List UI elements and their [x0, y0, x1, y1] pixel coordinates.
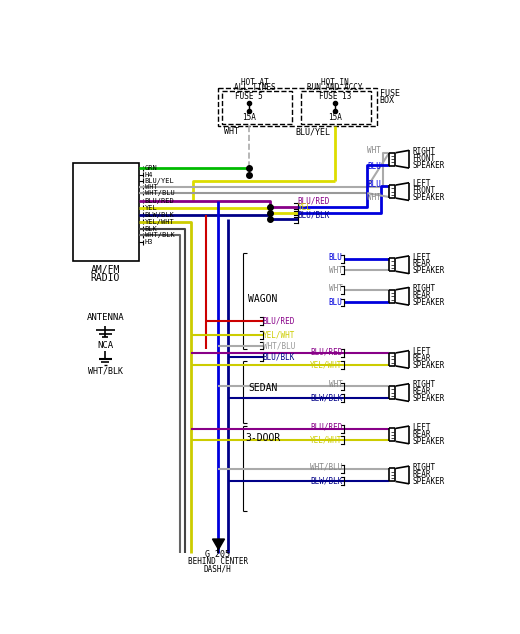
Text: YEL/WHT: YEL/WHT: [145, 219, 175, 224]
Text: LEFT: LEFT: [412, 179, 431, 188]
Text: REAR: REAR: [412, 470, 431, 479]
Text: AM/FM: AM/FM: [90, 265, 120, 275]
Text: RIGHT: RIGHT: [412, 463, 435, 472]
Text: REAR: REAR: [412, 354, 431, 363]
Text: HOT AT: HOT AT: [241, 78, 269, 87]
Text: LEFT: LEFT: [412, 347, 431, 356]
Text: FRONT: FRONT: [412, 186, 435, 195]
Text: RADIO: RADIO: [90, 273, 120, 283]
Text: YEL: YEL: [297, 204, 311, 212]
Text: BLU/BLK: BLU/BLK: [297, 210, 330, 219]
Text: BLU: BLU: [367, 180, 381, 189]
Text: 15A: 15A: [329, 113, 342, 122]
Text: WHT: WHT: [329, 380, 343, 389]
Text: SPEAKER: SPEAKER: [412, 437, 445, 446]
Text: BLW/BLK: BLW/BLK: [145, 212, 175, 217]
Text: SPEAKER: SPEAKER: [412, 361, 445, 370]
Text: HOT IN: HOT IN: [321, 78, 348, 87]
Text: BLU/RED: BLU/RED: [263, 316, 295, 325]
Text: NCA: NCA: [97, 341, 113, 350]
Text: REAR: REAR: [412, 259, 431, 268]
Text: SPEAKER: SPEAKER: [412, 266, 445, 275]
Text: WHT/BLU: WHT/BLU: [263, 341, 295, 350]
Text: SPEAKER: SPEAKER: [412, 477, 445, 486]
Text: WHT/BLU: WHT/BLU: [145, 190, 175, 196]
Text: BEHIND CENTER: BEHIND CENTER: [188, 557, 248, 566]
Text: WHT: WHT: [224, 127, 239, 136]
Text: FUSE: FUSE: [380, 89, 400, 98]
Text: BLU/YEL: BLU/YEL: [295, 127, 331, 136]
Text: FRONT: FRONT: [412, 154, 435, 163]
Text: YEL/WHT: YEL/WHT: [310, 436, 343, 445]
Text: REAR: REAR: [412, 291, 431, 300]
Text: REAR: REAR: [412, 430, 431, 439]
Text: BLU/BLK: BLU/BLK: [263, 353, 295, 361]
Text: BLU/RED: BLU/RED: [297, 197, 330, 205]
Text: BLU/YEL: BLU/YEL: [145, 178, 175, 184]
Text: SPEAKER: SPEAKER: [412, 394, 445, 403]
Text: RIGHT: RIGHT: [412, 284, 435, 293]
Text: BLU: BLU: [329, 254, 343, 262]
Text: RUN AND ACCY: RUN AND ACCY: [307, 83, 362, 92]
Text: H4: H4: [145, 172, 153, 178]
Text: WHT/BLU: WHT/BLU: [310, 463, 343, 472]
Text: BLW/BLK: BLW/BLK: [310, 394, 343, 403]
Text: G 205: G 205: [205, 550, 230, 559]
Text: BLU/RED: BLU/RED: [310, 423, 343, 432]
Text: BLU: BLU: [367, 162, 381, 171]
Text: LEFT: LEFT: [412, 423, 431, 432]
Text: WHT/BLK: WHT/BLK: [145, 233, 175, 238]
Text: 15A: 15A: [242, 113, 256, 122]
Text: WHT: WHT: [367, 146, 381, 155]
Text: WAGON: WAGON: [248, 294, 277, 304]
Text: YEL: YEL: [145, 205, 158, 210]
Text: RIGHT: RIGHT: [412, 147, 435, 156]
Text: FUSE 5: FUSE 5: [235, 91, 263, 101]
Text: REAR: REAR: [412, 387, 431, 396]
Text: BLU/RED: BLU/RED: [310, 347, 343, 356]
Text: SPEAKER: SPEAKER: [412, 298, 445, 307]
Text: BLU: BLU: [329, 298, 343, 307]
Text: WHT: WHT: [145, 184, 158, 190]
Text: ALL TIMES: ALL TIMES: [234, 83, 276, 92]
Text: DASH/H: DASH/H: [204, 564, 231, 573]
Text: 3-DOOR: 3-DOOR: [245, 433, 280, 443]
Text: BLK: BLK: [145, 226, 158, 231]
Text: FUSE 13: FUSE 13: [319, 91, 352, 101]
Text: WHT: WHT: [367, 193, 381, 202]
Text: GRN: GRN: [145, 165, 158, 171]
Text: LEFT: LEFT: [412, 252, 431, 262]
Text: RIGHT: RIGHT: [412, 380, 435, 389]
Text: YEL/WHT: YEL/WHT: [310, 360, 343, 370]
Text: BLU/RED: BLU/RED: [145, 198, 175, 204]
Text: WHT: WHT: [329, 266, 343, 275]
Text: SPEAKER: SPEAKER: [412, 161, 445, 170]
Text: H3: H3: [145, 240, 153, 245]
Text: WHT: WHT: [329, 284, 343, 293]
Text: ANTENNA: ANTENNA: [86, 313, 124, 321]
Text: BOX: BOX: [380, 96, 395, 105]
Text: YEL/WHT: YEL/WHT: [263, 330, 295, 339]
Text: WHT/BLK: WHT/BLK: [88, 366, 123, 375]
Text: SEDAN: SEDAN: [248, 383, 277, 393]
Text: BLW/BLK: BLW/BLK: [310, 477, 343, 486]
Text: SPEAKER: SPEAKER: [412, 193, 445, 202]
